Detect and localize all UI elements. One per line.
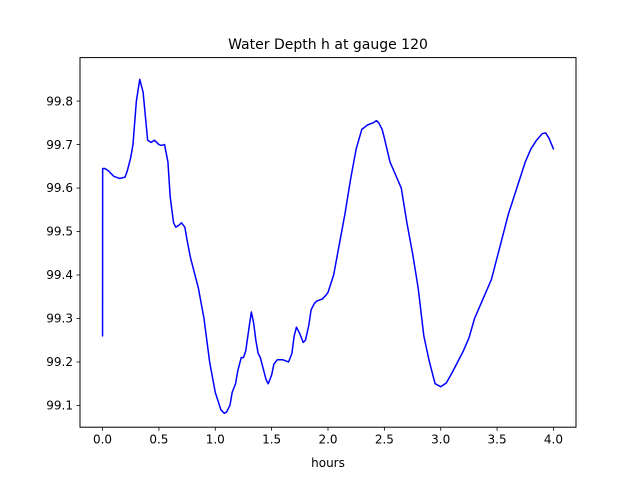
y-tick-label: 99.4 [46, 268, 73, 282]
chart-title: Water Depth h at gauge 120 [228, 37, 428, 53]
x-tick-label: 0.0 [93, 433, 112, 447]
y-tick-label: 99.3 [46, 312, 73, 326]
y-tick-label: 99.2 [46, 355, 73, 369]
y-tick-label: 99.7 [46, 138, 73, 152]
x-axis-label: hours [311, 456, 345, 470]
x-tick-label: 1.0 [206, 433, 225, 447]
x-tick-label: 4.0 [544, 433, 563, 447]
y-tick-label: 99.8 [46, 94, 73, 108]
x-tick-label: 2.5 [375, 433, 394, 447]
y-tick-label: 99.6 [46, 181, 73, 195]
y-axis: 99.1 99.2 99.3 99.4 99.5 99.6 99.7 99.8 [46, 94, 80, 413]
series-line-0 [101, 78, 555, 415]
y-tick-label: 99.5 [46, 225, 73, 239]
x-tick-label: 0.5 [149, 433, 168, 447]
x-axis: 0.0 0.5 1.0 1.5 2.0 2.5 3.0 3.5 4.0 [93, 427, 563, 447]
x-tick-label: 3.0 [431, 433, 450, 447]
y-tick-label: 99.1 [46, 399, 73, 413]
x-tick-label: 1.5 [262, 433, 281, 447]
x-tick-label: 2.0 [318, 433, 337, 447]
x-tick-label: 3.5 [488, 433, 507, 447]
plot-marks [101, 78, 555, 415]
